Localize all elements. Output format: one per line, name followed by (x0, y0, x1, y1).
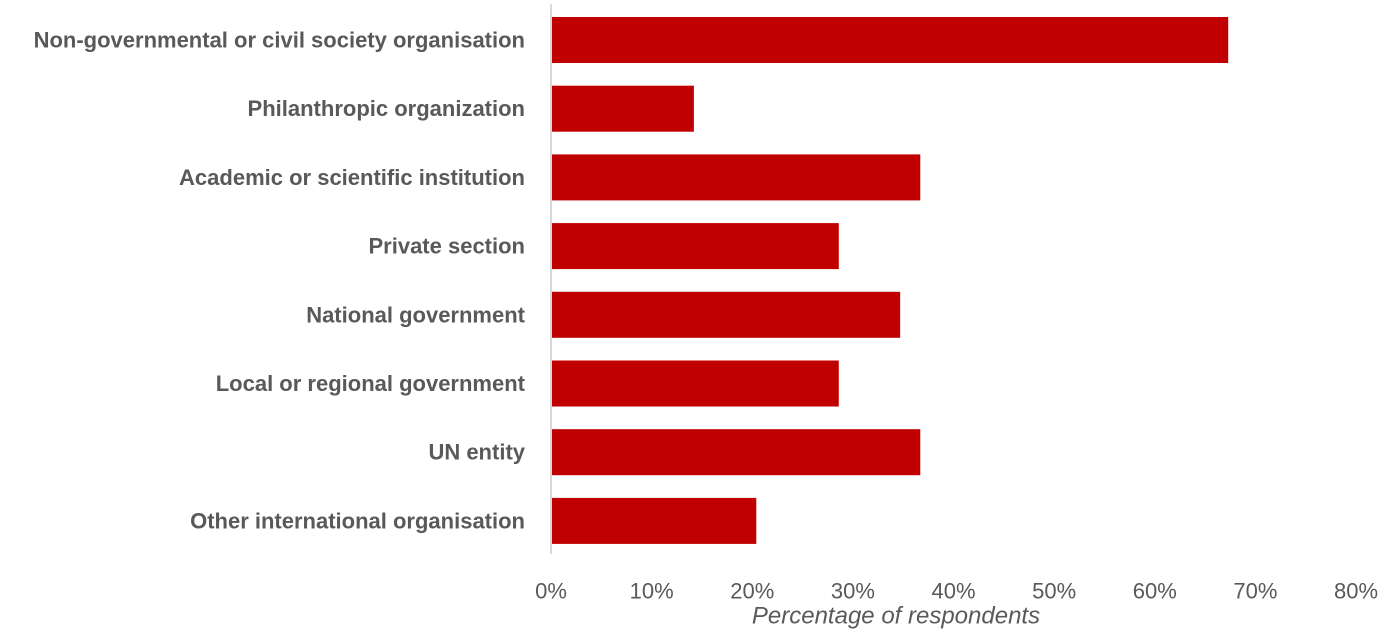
bars-group (551, 17, 1229, 544)
x-tick-label: 80% (1334, 579, 1378, 604)
bar-7 (551, 429, 921, 476)
x-tick-labels: 0% 10% 20% 30% 40% 50% 60% 70% 80% (535, 579, 1378, 604)
bar-2 (551, 85, 694, 132)
category-labels: Non-governmental or civil society organi… (34, 28, 526, 534)
x-tick-label: 30% (831, 579, 875, 604)
x-axis-title: Percentage of respondents (752, 603, 1040, 630)
category-label-3: Academic or scientific institution (179, 165, 525, 190)
bar-1 (551, 17, 1229, 63)
bar-5 (551, 291, 901, 338)
x-tick-label: 10% (630, 579, 674, 604)
bar-6 (551, 360, 839, 407)
category-label-4: Private section (368, 234, 525, 259)
bar-3 (551, 154, 921, 201)
x-tick-label: 40% (931, 579, 975, 604)
bar-4 (551, 223, 839, 270)
category-label-2: Philanthropic organization (248, 96, 525, 121)
category-label-7: UN entity (428, 440, 525, 465)
x-tick-label: 0% (535, 579, 567, 604)
category-label-1: Non-governmental or civil society organi… (34, 28, 525, 53)
category-label-5: National government (306, 302, 525, 327)
bar-8 (551, 497, 757, 544)
x-tick-label: 50% (1032, 579, 1076, 604)
x-tick-label: 20% (730, 579, 774, 604)
x-tick-label: 70% (1233, 579, 1277, 604)
x-tick-label: 60% (1133, 579, 1177, 604)
category-label-6: Local or regional government (216, 371, 526, 396)
category-label-8: Other international organisation (190, 508, 525, 533)
